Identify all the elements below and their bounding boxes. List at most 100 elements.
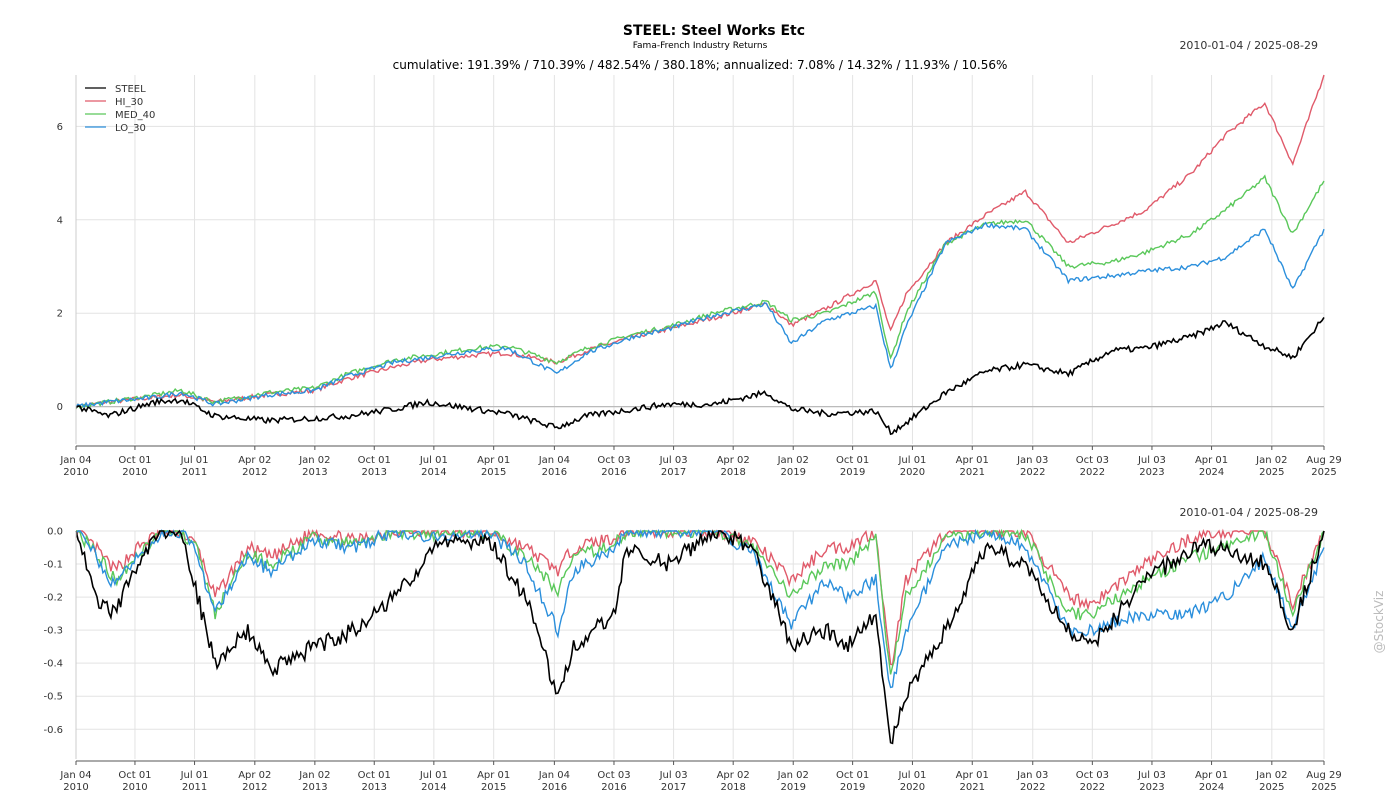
bottom-x-tick-month: Apr 01 xyxy=(1195,770,1228,781)
top-x-tick-label: Jul 03 2023 xyxy=(1137,455,1166,478)
top-x-tick-year: 2011 xyxy=(182,467,207,478)
legend-label-med-40: MED_40 xyxy=(115,110,155,121)
cumulative-summary: cumulative: 191.39% / 710.39% / 482.54% … xyxy=(393,58,1008,72)
bottom-x-tick-month: Jul 01 xyxy=(180,770,209,781)
top-x-tick-month: Oct 01 xyxy=(118,455,151,466)
bottom-x-tick-month: Apr 01 xyxy=(477,770,510,781)
bottom-y-tick-label: -0.3 xyxy=(43,626,63,637)
top-x-tick-label: Aug 29 2025 xyxy=(1306,455,1341,478)
top-x-tick-year: 2015 xyxy=(481,467,506,478)
top-x-tick-label: Apr 01 2024 xyxy=(1195,455,1228,478)
top-y-tick-label: 0 xyxy=(57,402,63,413)
bottom-x-tick-label: Jul 01 2011 xyxy=(180,770,209,793)
top-x-tick-month: Jul 03 xyxy=(1137,455,1166,466)
top-x-tick-year: 2025 xyxy=(1311,467,1336,478)
bottom-x-tick-label: Jul 03 2023 xyxy=(1137,770,1166,793)
bottom-x-tick-label: Jan 02 2025 xyxy=(1255,770,1287,793)
bottom-x-tick-year: 2018 xyxy=(720,782,745,793)
bottom-x-tick-month: Oct 01 xyxy=(836,770,869,781)
top-x-tick-label: Oct 01 2013 xyxy=(358,455,391,478)
date-range-bottom: 2010-01-04 / 2025-08-29 xyxy=(1179,506,1318,519)
bottom-x-tick-month: Apr 02 xyxy=(238,770,271,781)
top-x-tick-year: 2010 xyxy=(63,467,88,478)
bottom-x-tick-month: Oct 03 xyxy=(1076,770,1109,781)
top-x-tick-year: 2025 xyxy=(1259,467,1284,478)
bottom-x-tick-year: 2016 xyxy=(542,782,567,793)
top-x-tick-label: Jul 03 2017 xyxy=(659,455,688,478)
bottom-y-tick-label: 0.0 xyxy=(47,527,63,538)
bottom-x-tick-year: 2015 xyxy=(481,782,506,793)
top-series-steel-line xyxy=(75,316,1325,436)
top-x-tick-label: Jan 04 2016 xyxy=(538,455,570,478)
top-x-tick-month: Apr 02 xyxy=(717,455,750,466)
top-series-hi-30-line xyxy=(75,74,1325,410)
bottom-x-tick-month: Apr 02 xyxy=(717,770,750,781)
top-x-tick-label: Apr 01 2015 xyxy=(477,455,510,478)
top-x-tick-year: 2016 xyxy=(601,467,626,478)
bottom-x-tick-year: 2016 xyxy=(601,782,626,793)
bottom-x-tick-year: 2025 xyxy=(1311,782,1336,793)
top-x-tick-label: Jan 02 2025 xyxy=(1255,455,1287,478)
top-x-tick-year: 2022 xyxy=(1080,467,1105,478)
bottom-x-tick-label: Oct 03 2022 xyxy=(1076,770,1109,793)
top-x-tick-label: Oct 01 2019 xyxy=(836,455,869,478)
top-y-tick-label: 2 xyxy=(57,309,63,320)
top-x-tick-month: Jan 04 xyxy=(538,455,570,466)
bottom-x-tick-label: Apr 02 2012 xyxy=(238,770,271,793)
bottom-x-tick-year: 2011 xyxy=(182,782,207,793)
bottom-x-tick-year: 2014 xyxy=(421,782,446,793)
top-x-tick-year: 2018 xyxy=(720,467,745,478)
bottom-x-tick-month: Jan 02 xyxy=(777,770,809,781)
bottom-x-tick-label: Jan 04 2016 xyxy=(538,770,570,793)
top-x-tick-month: Jul 01 xyxy=(419,455,448,466)
top-series-med-40-line xyxy=(75,174,1325,410)
top-x-tick-year: 2019 xyxy=(781,467,806,478)
top-x-tick-month: Jan 03 xyxy=(1016,455,1048,466)
top-x-tick-year: 2024 xyxy=(1199,467,1224,478)
bottom-x-tick-label: Oct 03 2016 xyxy=(597,770,630,793)
bottom-y-tick-label: -0.6 xyxy=(43,725,63,736)
top-x-tick-month: Oct 01 xyxy=(358,455,391,466)
legend-label-lo-30: LO_30 xyxy=(115,123,146,134)
bottom-y-tick-label: -0.2 xyxy=(43,593,63,604)
top-x-tick-label: Jan 03 2022 xyxy=(1016,455,1048,478)
legend: STEEL HI_30 MED_40 LO_30 xyxy=(85,84,155,134)
top-x-tick-month: Jul 01 xyxy=(897,455,926,466)
bottom-x-tick-label: Apr 02 2018 xyxy=(717,770,750,793)
top-x-tick-label: Jan 02 2019 xyxy=(777,455,809,478)
bottom-x-tick-month: Jan 04 xyxy=(538,770,570,781)
bottom-x-tick-year: 2024 xyxy=(1199,782,1224,793)
bottom-x-tick-month: Jul 03 xyxy=(659,770,688,781)
top-x-tick-month: Apr 01 xyxy=(1195,455,1228,466)
top-x-tick-year: 2017 xyxy=(661,467,686,478)
top-series-lo-30-line xyxy=(75,221,1325,409)
bottom-x-tick-year: 2020 xyxy=(900,782,925,793)
bottom-x-tick-label: Oct 01 2013 xyxy=(358,770,391,793)
bottom-x-tick-label: Jul 03 2017 xyxy=(659,770,688,793)
top-x-tick-month: Jan 02 xyxy=(298,455,330,466)
top-x-tick-year: 2020 xyxy=(900,467,925,478)
top-x-tick-year: 2012 xyxy=(242,467,267,478)
bottom-series-hi-30-line xyxy=(75,528,1325,666)
top-x-tick-label: Apr 02 2018 xyxy=(717,455,750,478)
top-x-tick-label: Jul 01 2014 xyxy=(419,455,448,478)
top-x-tick-year: 2019 xyxy=(840,467,865,478)
bottom-x-tick-year: 2022 xyxy=(1020,782,1045,793)
top-x-tick-year: 2013 xyxy=(362,467,387,478)
bottom-x-tick-label: Aug 29 2025 xyxy=(1306,770,1341,793)
bottom-x-tick-year: 2012 xyxy=(242,782,267,793)
bottom-x-tick-label: Oct 01 2019 xyxy=(836,770,869,793)
bottom-x-tick-label: Jul 01 2020 xyxy=(897,770,926,793)
top-x-tick-year: 2023 xyxy=(1139,467,1164,478)
legend-label-hi-30: HI_30 xyxy=(115,97,143,108)
bottom-x-tick-year: 2021 xyxy=(960,782,985,793)
top-x-tick-month: Oct 01 xyxy=(836,455,869,466)
bottom-x-tick-month: Jul 01 xyxy=(897,770,926,781)
bottom-series-lo-30-line xyxy=(75,528,1325,689)
bottom-x-tick-year: 2013 xyxy=(362,782,387,793)
top-x-tick-label: Jan 04 2010 xyxy=(59,455,91,478)
top-x-tick-year: 2016 xyxy=(542,467,567,478)
bottom-x-tick-month: Jan 02 xyxy=(298,770,330,781)
